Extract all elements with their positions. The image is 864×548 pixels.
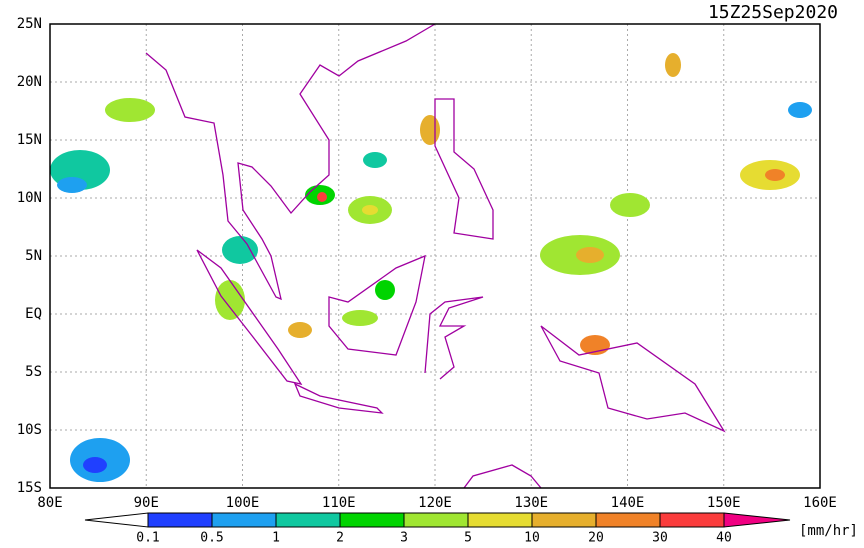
colorbar-label: 0.1 — [136, 531, 159, 545]
colorbar-label: 1 — [272, 531, 280, 545]
colorbar-label: 5 — [464, 531, 472, 545]
lon-label: 80E — [37, 495, 62, 511]
colorbar-over — [723, 512, 791, 528]
colorbar-label: 10 — [524, 531, 540, 545]
lat-label: 10N — [17, 190, 42, 206]
colorbar-under — [84, 512, 149, 528]
colorbar-box — [659, 512, 725, 528]
lon-label: 100E — [226, 495, 260, 511]
lat-label: 25N — [17, 16, 42, 32]
lon-label: 110E — [322, 495, 356, 511]
grid — [50, 24, 820, 488]
lat-label: 5N — [25, 248, 42, 264]
colorbar-box — [211, 512, 277, 528]
unit-label: [mm/hr] — [799, 523, 858, 539]
colorbar-box — [339, 512, 405, 528]
lat-label: 15S — [17, 480, 42, 496]
lon-label: 140E — [611, 495, 645, 511]
colorbar-label: 20 — [588, 531, 604, 545]
colorbar-box — [403, 512, 469, 528]
colorbar-label: 3 — [400, 531, 408, 545]
colorbar-box — [275, 512, 341, 528]
colorbar-box — [595, 512, 661, 528]
colorbar-box — [531, 512, 597, 528]
lon-label: 90E — [134, 495, 159, 511]
colorbar-label: 2 — [336, 531, 344, 545]
coastlines — [145, 23, 726, 489]
lat-label: 15N — [17, 132, 42, 148]
colorbar-label: 30 — [652, 531, 668, 545]
lon-label: 160E — [803, 495, 837, 511]
colorbar-box — [147, 512, 213, 528]
lat-label: 10S — [17, 422, 42, 438]
map-frame — [49, 23, 821, 489]
lon-label: 150E — [707, 495, 741, 511]
colorbar: 0.1 0.5 1 2 3 5 10 20 30 40 — [84, 512, 791, 546]
lon-label: 120E — [418, 495, 452, 511]
colorbar-label: 40 — [716, 531, 732, 545]
colorbar-label: 0.5 — [200, 531, 223, 545]
colorbar-box — [467, 512, 533, 528]
lat-label: 5S — [25, 364, 42, 380]
lat-label: EQ — [25, 306, 42, 322]
map-title: 15Z25Sep2020 — [708, 2, 838, 23]
lat-label: 20N — [17, 74, 42, 90]
lon-label: 130E — [514, 495, 548, 511]
rain-areas — [50, 53, 812, 482]
